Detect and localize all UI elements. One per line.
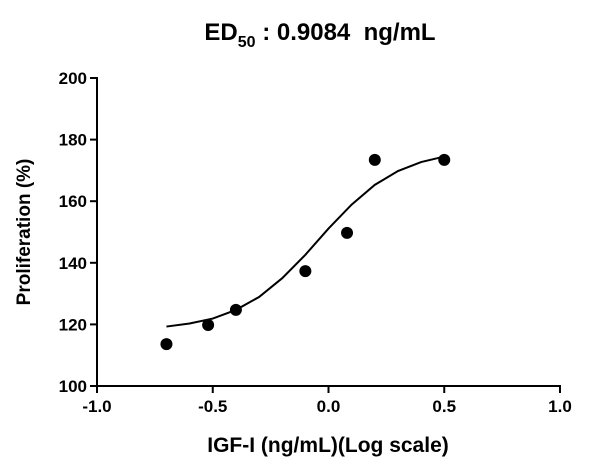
data-point: [160, 338, 173, 351]
x-axis-label: IGF-I (ng/mL)(Log scale): [207, 434, 449, 457]
y-tick-label: 160: [59, 192, 87, 211]
x-tick-label: 1.0: [548, 397, 572, 416]
chart-title: ED50 : 0.9084 ng/mL: [204, 19, 435, 51]
y-tick-label: 180: [59, 131, 87, 150]
y-tick-label: 140: [59, 254, 87, 273]
title-subscript: 50: [238, 34, 256, 51]
data-point: [368, 153, 381, 166]
title-suffix: : 0.9084 ng/mL: [256, 19, 436, 46]
x-tick-label: 0.5: [432, 397, 456, 416]
y-tick-label: 120: [59, 315, 87, 334]
data-point: [438, 153, 451, 166]
x-tick-label: -1.0: [82, 397, 111, 416]
title-text: ED: [204, 19, 237, 46]
data-point: [299, 265, 312, 278]
y-axis-label: Proliferation (%): [14, 159, 35, 306]
x-tick-label: -0.5: [198, 397, 227, 416]
y-tick-label: 200: [59, 69, 87, 88]
fit-curve: [166, 155, 445, 328]
y-tick-label: 100: [59, 377, 87, 396]
x-tick-label: 0.0: [317, 397, 341, 416]
data-point: [341, 226, 354, 239]
data-point: [202, 319, 215, 332]
